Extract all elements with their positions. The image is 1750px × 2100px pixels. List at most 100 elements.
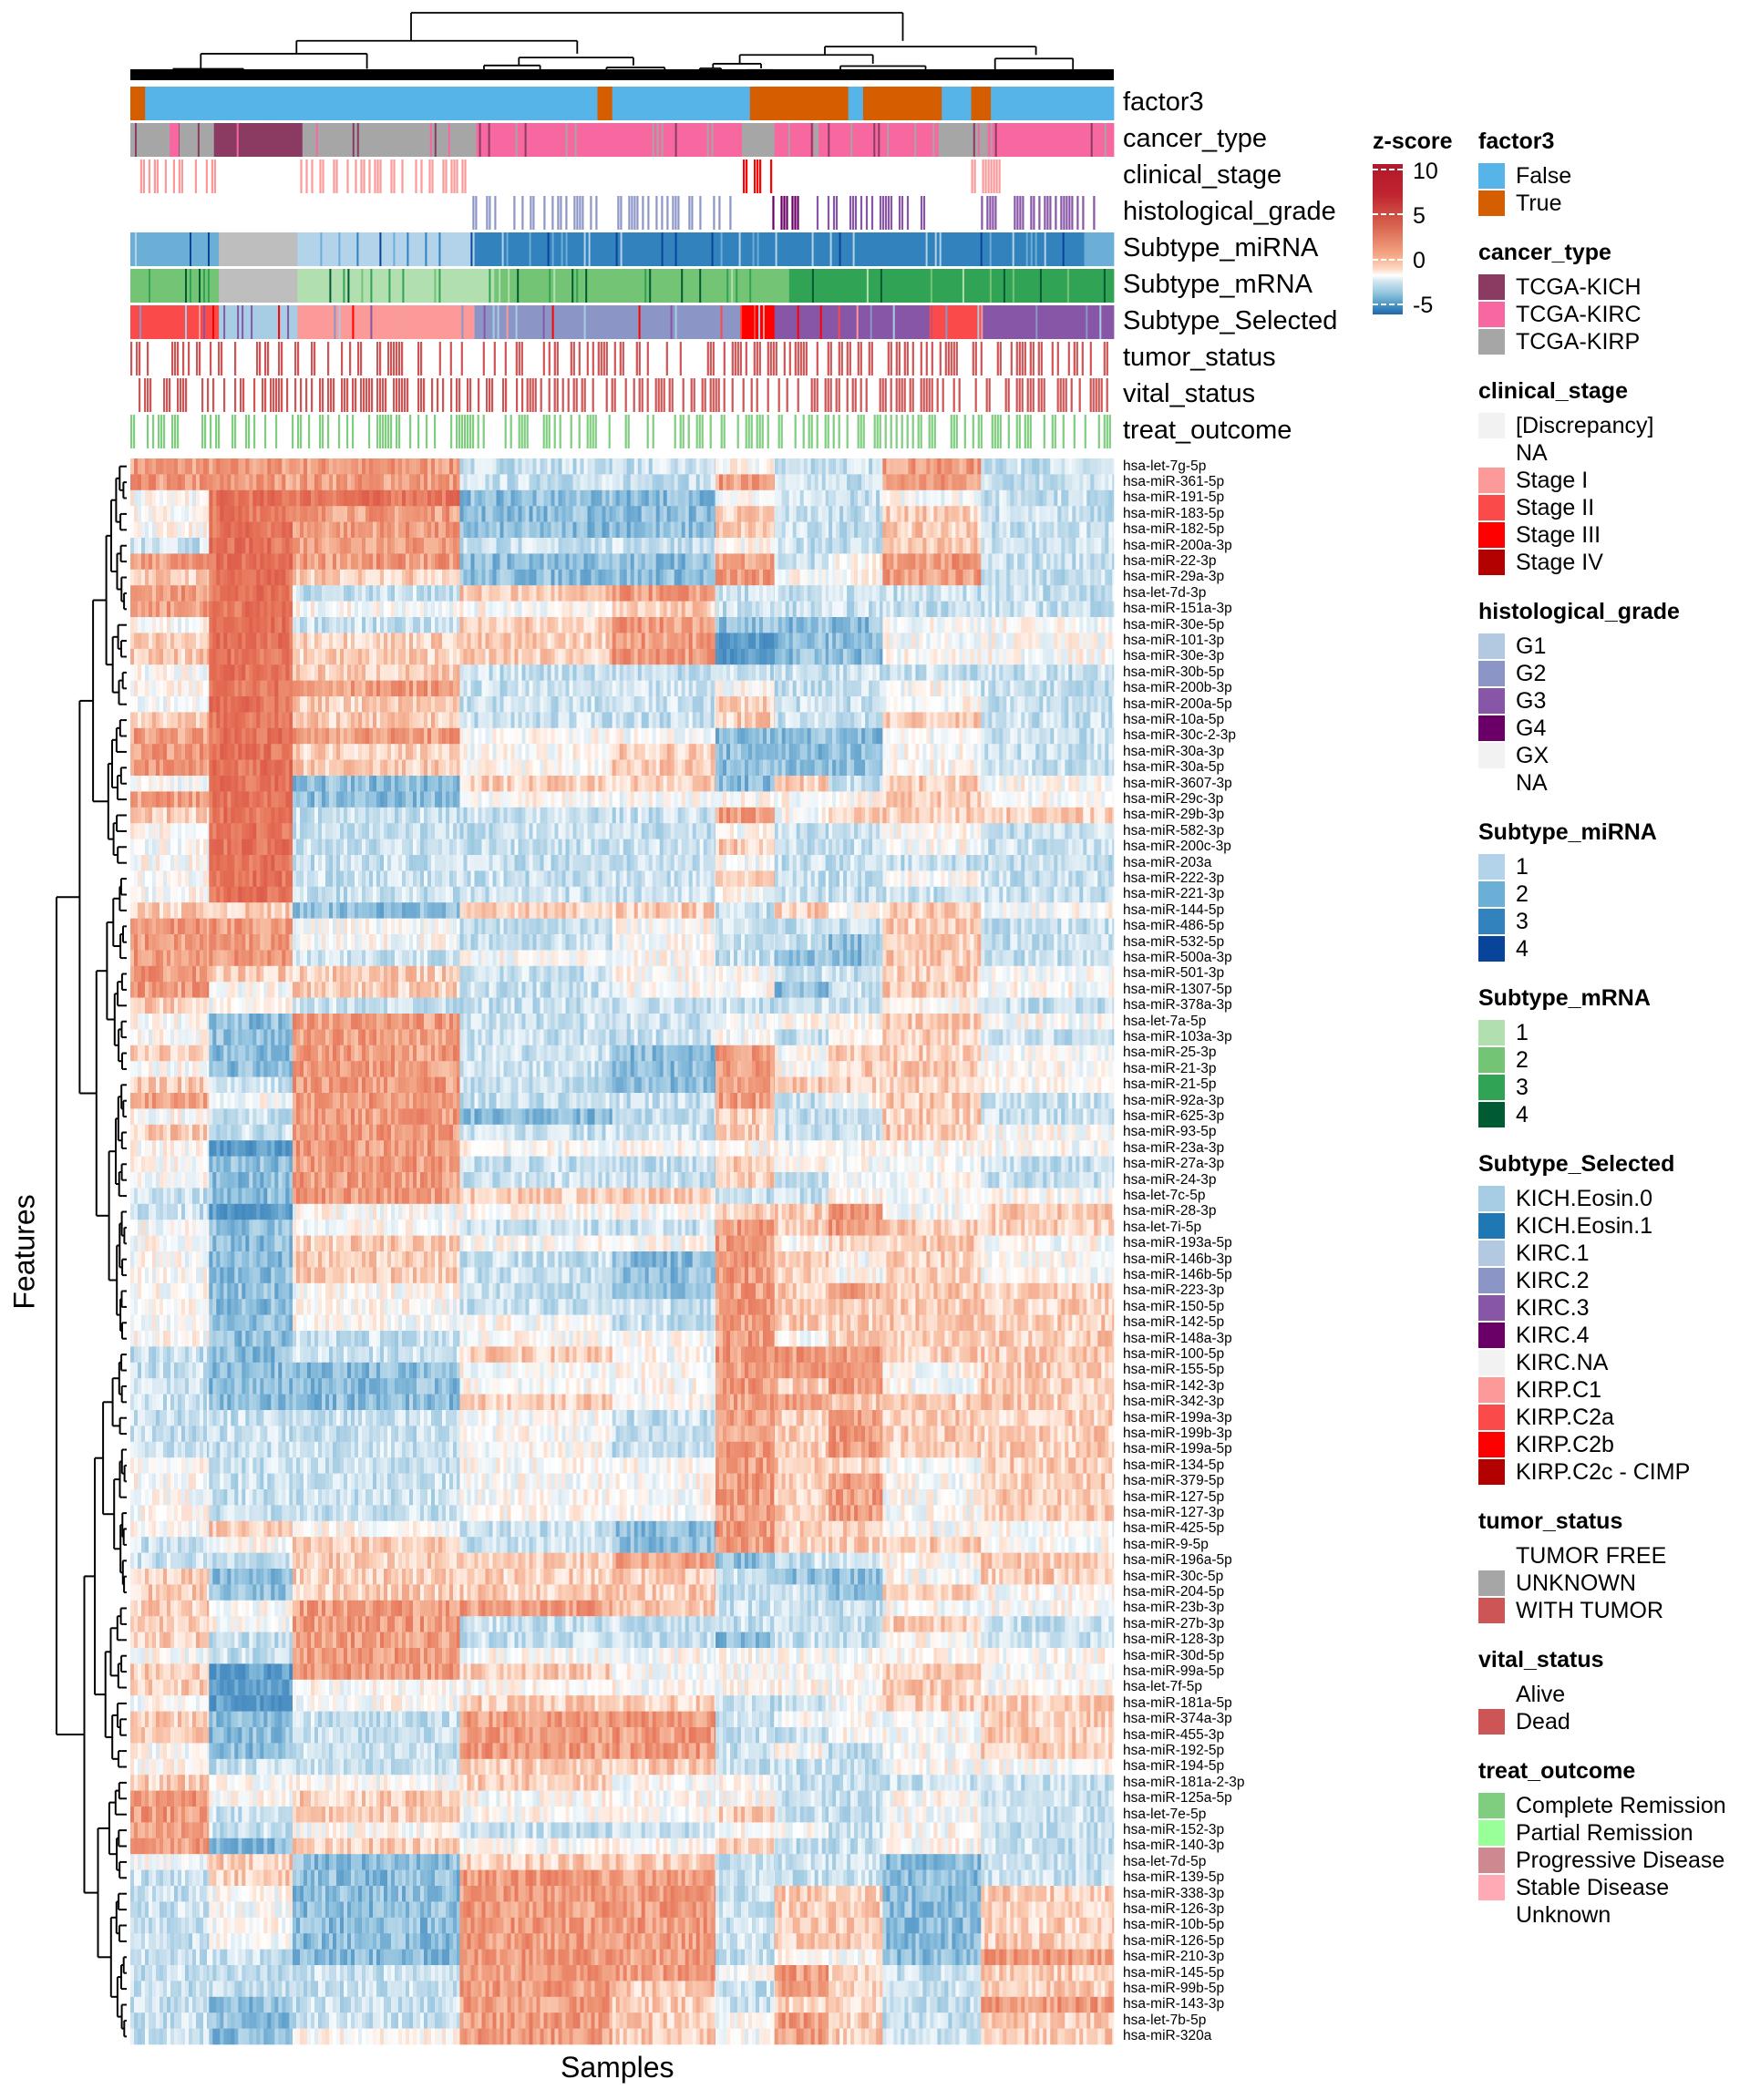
heatmap-cell — [220, 602, 223, 618]
heatmap-cell — [471, 506, 475, 522]
heatmap-cell — [850, 522, 854, 539]
heatmap-cell — [344, 474, 347, 490]
heatmap-cell — [908, 617, 911, 633]
annotation-cell-Subtype_mRNA — [212, 269, 214, 303]
heatmap-cell — [1086, 506, 1090, 522]
annotation-cell-cancer_type — [639, 123, 641, 157]
heatmap-cell — [685, 633, 689, 649]
heatmap-cell — [767, 522, 770, 539]
heatmap-cell — [811, 570, 815, 586]
annotation-cell-cancer_type — [389, 123, 391, 157]
heatmap-cell — [207, 538, 210, 554]
heatmap-cell — [178, 506, 181, 522]
heatmap-cell — [839, 474, 843, 490]
annotation-cell-vital_status — [201, 378, 203, 412]
heatmap-cell — [616, 506, 620, 522]
heatmap-cell — [274, 474, 278, 490]
annotation-cell-Subtype_Selected — [139, 305, 141, 339]
heatmap-cell — [231, 633, 234, 649]
heatmap-cell — [941, 602, 944, 618]
heatmap-cell — [489, 458, 493, 475]
heatmap-cell — [325, 553, 329, 570]
heatmap-cell — [446, 633, 449, 649]
heatmap-cell — [203, 506, 207, 522]
annotation-cell-treat_outcome — [994, 415, 996, 448]
annotation-cell-treat_outcome — [519, 415, 520, 448]
annotation-cell-vital_status — [767, 378, 769, 412]
heatmap-cell — [922, 506, 926, 522]
heatmap-cell — [475, 617, 479, 633]
heatmap-cell — [200, 522, 203, 539]
heatmap-cell — [970, 538, 973, 554]
heatmap-cell — [522, 570, 526, 586]
annotation-cell-histological_grade — [590, 196, 592, 230]
heatmap-cell — [966, 538, 970, 554]
heatmap-cell — [577, 553, 581, 570]
heatmap-cell — [519, 490, 522, 507]
heatmap-cell — [839, 490, 843, 507]
heatmap-cell — [959, 474, 962, 490]
annotation-cell-Subtype_mRNA — [1004, 269, 1005, 303]
heatmap-cell — [573, 458, 577, 475]
heatmap-cell — [930, 458, 933, 475]
heatmap-cell — [380, 490, 384, 507]
heatmap-cell — [522, 458, 526, 475]
heatmap-cell — [612, 538, 616, 554]
heatmap-cell — [919, 570, 922, 586]
heatmap-cell — [704, 633, 707, 649]
heatmap-cell — [227, 538, 231, 554]
heatmap-cell — [872, 522, 876, 539]
annotation-cell-Subtype_mRNA — [808, 269, 809, 303]
heatmap-cell — [748, 553, 752, 570]
annotation-cell-treat_outcome — [737, 415, 739, 448]
heatmap-cell — [770, 474, 774, 490]
heatmap-cell — [1028, 458, 1032, 475]
heatmap-cell — [387, 602, 391, 618]
heatmap-cell — [908, 602, 911, 618]
heatmap-cell — [200, 490, 203, 507]
heatmap-cell — [1028, 538, 1032, 554]
heatmap-cell — [948, 458, 952, 475]
heatmap-cell — [811, 585, 815, 602]
heatmap-cell — [962, 538, 966, 554]
heatmap-cell — [645, 522, 649, 539]
annotation-cell-vital_status — [557, 378, 559, 412]
heatmap-cell — [134, 570, 138, 586]
heatmap-cell — [926, 506, 930, 522]
heatmap-cell — [642, 538, 645, 554]
annotation-cell-tumor_status — [521, 342, 523, 376]
heatmap-cell — [861, 553, 865, 570]
annotation-cell-histological_grade — [885, 196, 887, 230]
heatmap-cell — [1079, 538, 1083, 554]
heatmap-cell — [1090, 617, 1094, 633]
annotation-cell-histological_grade — [1014, 196, 1015, 230]
annotation-cell-tumor_status — [311, 342, 313, 376]
heatmap-cell — [671, 490, 674, 507]
heatmap-cell — [599, 585, 602, 602]
annotation-cell-vital_status — [240, 378, 242, 412]
heatmap-cell — [203, 585, 207, 602]
heatmap-cell — [592, 617, 595, 633]
heatmap-cell — [358, 458, 362, 475]
heatmap-cell — [948, 538, 952, 554]
heatmap-cell — [869, 458, 872, 475]
heatmap-cell — [479, 458, 482, 475]
heatmap-cell — [962, 506, 966, 522]
heatmap-cell — [577, 522, 581, 539]
heatmap-cell — [307, 506, 311, 522]
annotation-cell-treat_outcome — [319, 415, 321, 448]
heatmap-cell — [486, 617, 489, 633]
annotation-cell-vital_status — [305, 378, 307, 412]
annotation-cell-treat_outcome — [778, 415, 780, 448]
heatmap-cell — [566, 585, 570, 602]
annotation-cell-vital_status — [382, 378, 384, 412]
heatmap-cell — [1057, 538, 1061, 554]
heatmap-cell — [620, 617, 623, 633]
heatmap-cell — [638, 585, 642, 602]
heatmap-cell — [417, 458, 420, 475]
heatmap-cell — [522, 553, 526, 570]
heatmap-cell — [832, 474, 836, 490]
heatmap-cell — [826, 553, 829, 570]
heatmap-cell — [767, 585, 770, 602]
heatmap-cell — [333, 553, 336, 570]
